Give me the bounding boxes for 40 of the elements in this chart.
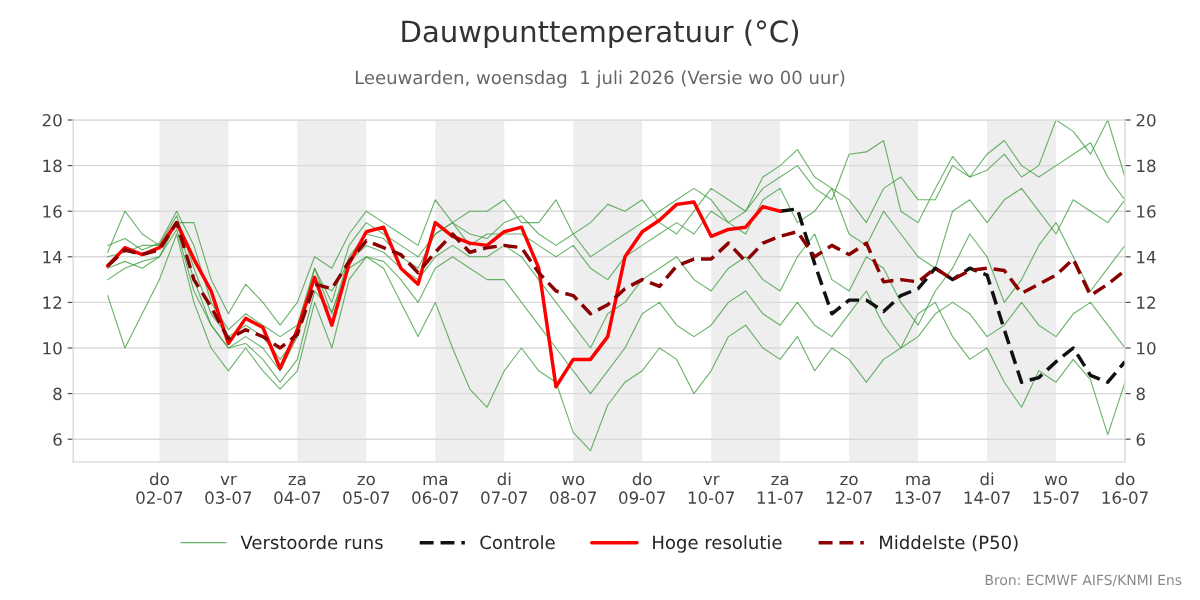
y-tick-label: 6 — [53, 433, 62, 446]
x-tick-label: za 04-07 — [274, 475, 321, 504]
x-tick-label: ma 06-07 — [412, 475, 459, 504]
line-series — [105, 220, 1125, 350]
x-tick-label: vr 03-07 — [205, 475, 252, 504]
y2-tick-label: 16 — [1137, 205, 1156, 218]
legend-label: Hoge resolutie — [653, 535, 782, 553]
x-tick-label: di 07-07 — [481, 472, 528, 504]
chart-subtitle: Leeuwarden, woensdag 1 juli 2026 (Versie wo 00 uur) — [355, 70, 845, 88]
x-tick-label: do 02-07 — [136, 472, 183, 504]
chart-title: Dauwpunttemperatuur (°C) — [402, 19, 799, 49]
y2-tick-label: 8 — [1136, 387, 1145, 401]
text: Bron: ECMWF AIFS/KNMI Ens — [985, 574, 1182, 587]
y2-tick-label: 18 — [1137, 159, 1156, 173]
y-tick-label: 8 — [53, 387, 62, 401]
y-tick-label: 20 — [42, 113, 62, 127]
y-tick-label: 16 — [43, 205, 62, 218]
y2-tick-label: 14 — [1137, 250, 1156, 264]
y-tick-label: 14 — [43, 250, 62, 264]
x-tick-label: di 14-07 — [964, 472, 1010, 504]
x-tick-label: do 16-07 — [1102, 472, 1148, 504]
line-series — [778, 207, 1125, 384]
x-tick-label: vr 10-07 — [688, 475, 734, 504]
legend-label: Verstoorde runs — [240, 535, 383, 550]
y2-tick-label: 20 — [1136, 113, 1156, 127]
y-tick-label: 12 — [43, 296, 62, 309]
x-tick-label: do 09-07 — [619, 472, 665, 504]
y-tick-label: 10 — [43, 341, 62, 355]
x-tick-label: wo 15-07 — [1033, 475, 1079, 504]
x-tick-label: zo 05-07 — [343, 475, 390, 504]
x-tick-label: zo 12-07 — [826, 475, 872, 504]
legend-label: Middelste (P50) — [880, 535, 1018, 552]
y2-tick-label: 12 — [1137, 296, 1155, 309]
x-tick-label: wo 08-07 — [550, 475, 597, 504]
y2-tick-label: 10 — [1137, 341, 1156, 355]
legend-label: Controle — [480, 535, 555, 550]
y-tick-label: 18 — [43, 159, 62, 173]
x-tick-label: za 11-07 — [757, 475, 803, 504]
y2-tick-label: 6 — [1136, 433, 1145, 446]
x-tick-label: ma 13-07 — [895, 475, 941, 504]
